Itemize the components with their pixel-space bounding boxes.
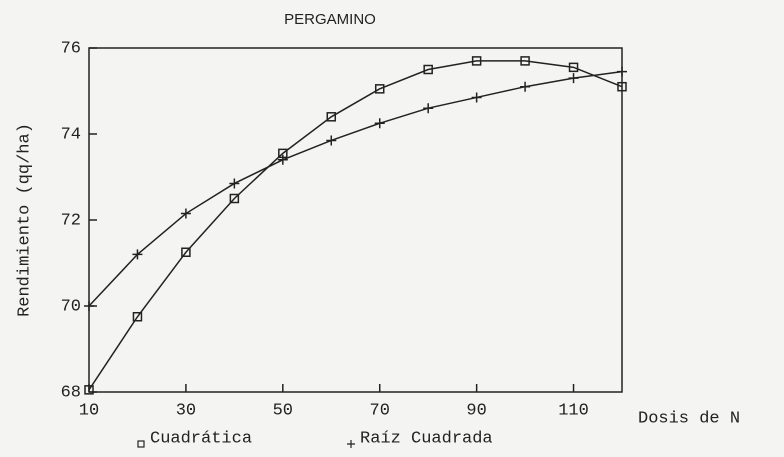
point [132, 249, 143, 260]
y-tick-label: 74 [61, 125, 81, 144]
point [180, 208, 191, 219]
x-tick-label: 30 [176, 401, 196, 420]
legend-label: Cuadrática [150, 429, 252, 448]
point [471, 56, 482, 66]
x-tick-label: 70 [370, 401, 390, 420]
point [84, 385, 94, 395]
y-tick-label: 72 [61, 211, 81, 230]
point [374, 118, 385, 129]
y-tick-label: 70 [61, 297, 81, 316]
point [617, 66, 627, 77]
point [132, 312, 143, 322]
legend-marker [137, 440, 145, 448]
x-axis-label: Dosis de N [638, 409, 740, 428]
y-tick-label: 76 [61, 39, 81, 58]
point [326, 112, 337, 122]
plot-frame [88, 47, 623, 393]
series-line [88, 60, 623, 391]
legend-marker [347, 440, 355, 448]
point [568, 62, 579, 73]
point [520, 81, 531, 92]
point [84, 301, 94, 311]
x-tick-label: 10 [79, 401, 99, 420]
chart-title: PERGAMINO [284, 11, 376, 28]
point [617, 81, 627, 92]
point [423, 64, 433, 75]
y-tick-label: 68 [61, 383, 81, 402]
y-axis-label: Rendimiento (qq/ha) [15, 123, 34, 317]
x-tick-label: 90 [466, 401, 486, 420]
point [520, 56, 530, 66]
point [277, 154, 288, 165]
point [181, 247, 191, 257]
point [471, 92, 482, 103]
series-line [88, 70, 623, 307]
point [229, 193, 240, 204]
point [423, 103, 434, 114]
point [374, 84, 385, 94]
legend-label: Raíz Cuadrada [360, 429, 493, 448]
point [568, 73, 579, 84]
x-tick-label: 50 [273, 401, 293, 420]
point [229, 178, 240, 189]
point [326, 135, 337, 146]
x-tick-label: 110 [558, 401, 589, 420]
